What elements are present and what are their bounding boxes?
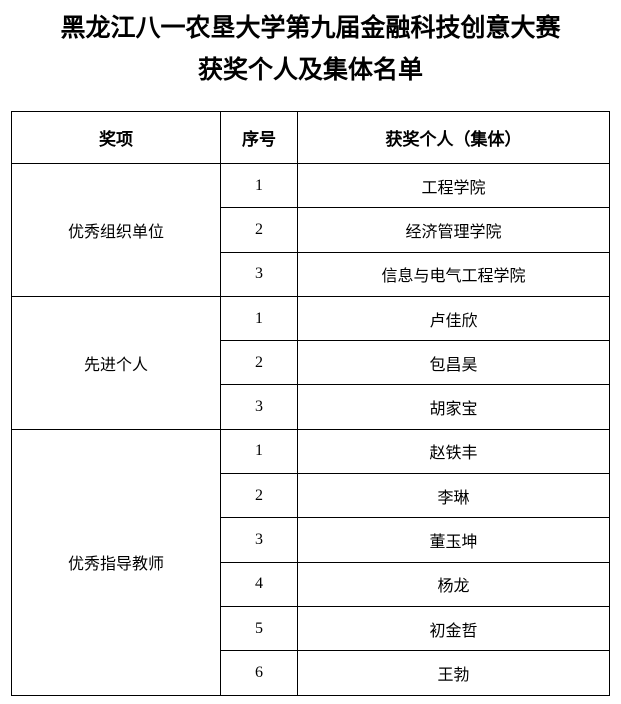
- row-number: 2: [220, 340, 298, 386]
- row-number: 1: [220, 162, 298, 209]
- winner-name: 李琳: [297, 473, 610, 519]
- row-number: 6: [220, 650, 298, 696]
- award-table: 奖项 序号 获奖个人（集体） 优秀组织单位 1 工程学院 2 经济管理学院 3 信息与电气工…: [11, 111, 610, 696]
- winner-name: 董玉坤: [297, 517, 610, 563]
- winner-name: 赵铁丰: [297, 428, 610, 475]
- header-number: 序号: [220, 111, 298, 164]
- row-number: 3: [220, 251, 298, 297]
- table-row: 先进个人 1 卢佳欣: [11, 295, 610, 430]
- row-number: 4: [220, 561, 298, 607]
- document-title-line2: 获奖个人及集体名单: [197, 55, 423, 84]
- row-number: 3: [220, 384, 298, 430]
- document-title-line1: 黑龙江八一农垦大学第九届金融科技创意大赛: [60, 13, 561, 42]
- table-row: 优秀组织单位 1 工程学院: [11, 162, 610, 297]
- award-category: 优秀指导教师: [11, 428, 221, 696]
- header-award: 奖项: [11, 111, 221, 164]
- winner-name: 王勃: [297, 650, 610, 696]
- row-number: 2: [220, 473, 298, 519]
- row-number: 2: [220, 207, 298, 253]
- winner-name: 包昌昊: [297, 340, 610, 386]
- winner-name: 工程学院: [297, 162, 610, 209]
- winner-name: 信息与电气工程学院: [297, 251, 610, 297]
- table-row: 5 初金哲: [12, 605, 610, 652]
- table-row: 6 王勃: [12, 650, 610, 696]
- table-header-row: 奖项 序号 获奖个人（集体）: [11, 111, 610, 164]
- table-row: 3 董玉坤: [12, 517, 610, 563]
- table-row: 3 信息与电气工程学院: [12, 251, 610, 297]
- table-row: 优秀指导教师 1 赵铁丰: [11, 428, 610, 696]
- award-category: 先进个人: [11, 295, 221, 430]
- winner-name: 初金哲: [297, 605, 610, 652]
- row-number: 1: [220, 295, 298, 342]
- table-row: 3 胡家宝: [12, 384, 610, 430]
- winner-name: 卢佳欣: [297, 295, 610, 342]
- header-winner: 获奖个人（集体）: [297, 111, 610, 164]
- winner-name: 经济管理学院: [297, 207, 610, 253]
- winner-name: 胡家宝: [297, 384, 610, 430]
- winner-name: 杨龙: [297, 561, 610, 607]
- row-number: 3: [220, 517, 298, 563]
- award-category: 优秀组织单位: [11, 163, 221, 297]
- table-row: 4 杨龙: [12, 561, 610, 607]
- row-number: 1: [220, 428, 298, 475]
- table-row: 2 包昌昊: [12, 340, 610, 386]
- row-number: 5: [220, 605, 298, 652]
- table-row: 2 李琳: [12, 473, 610, 519]
